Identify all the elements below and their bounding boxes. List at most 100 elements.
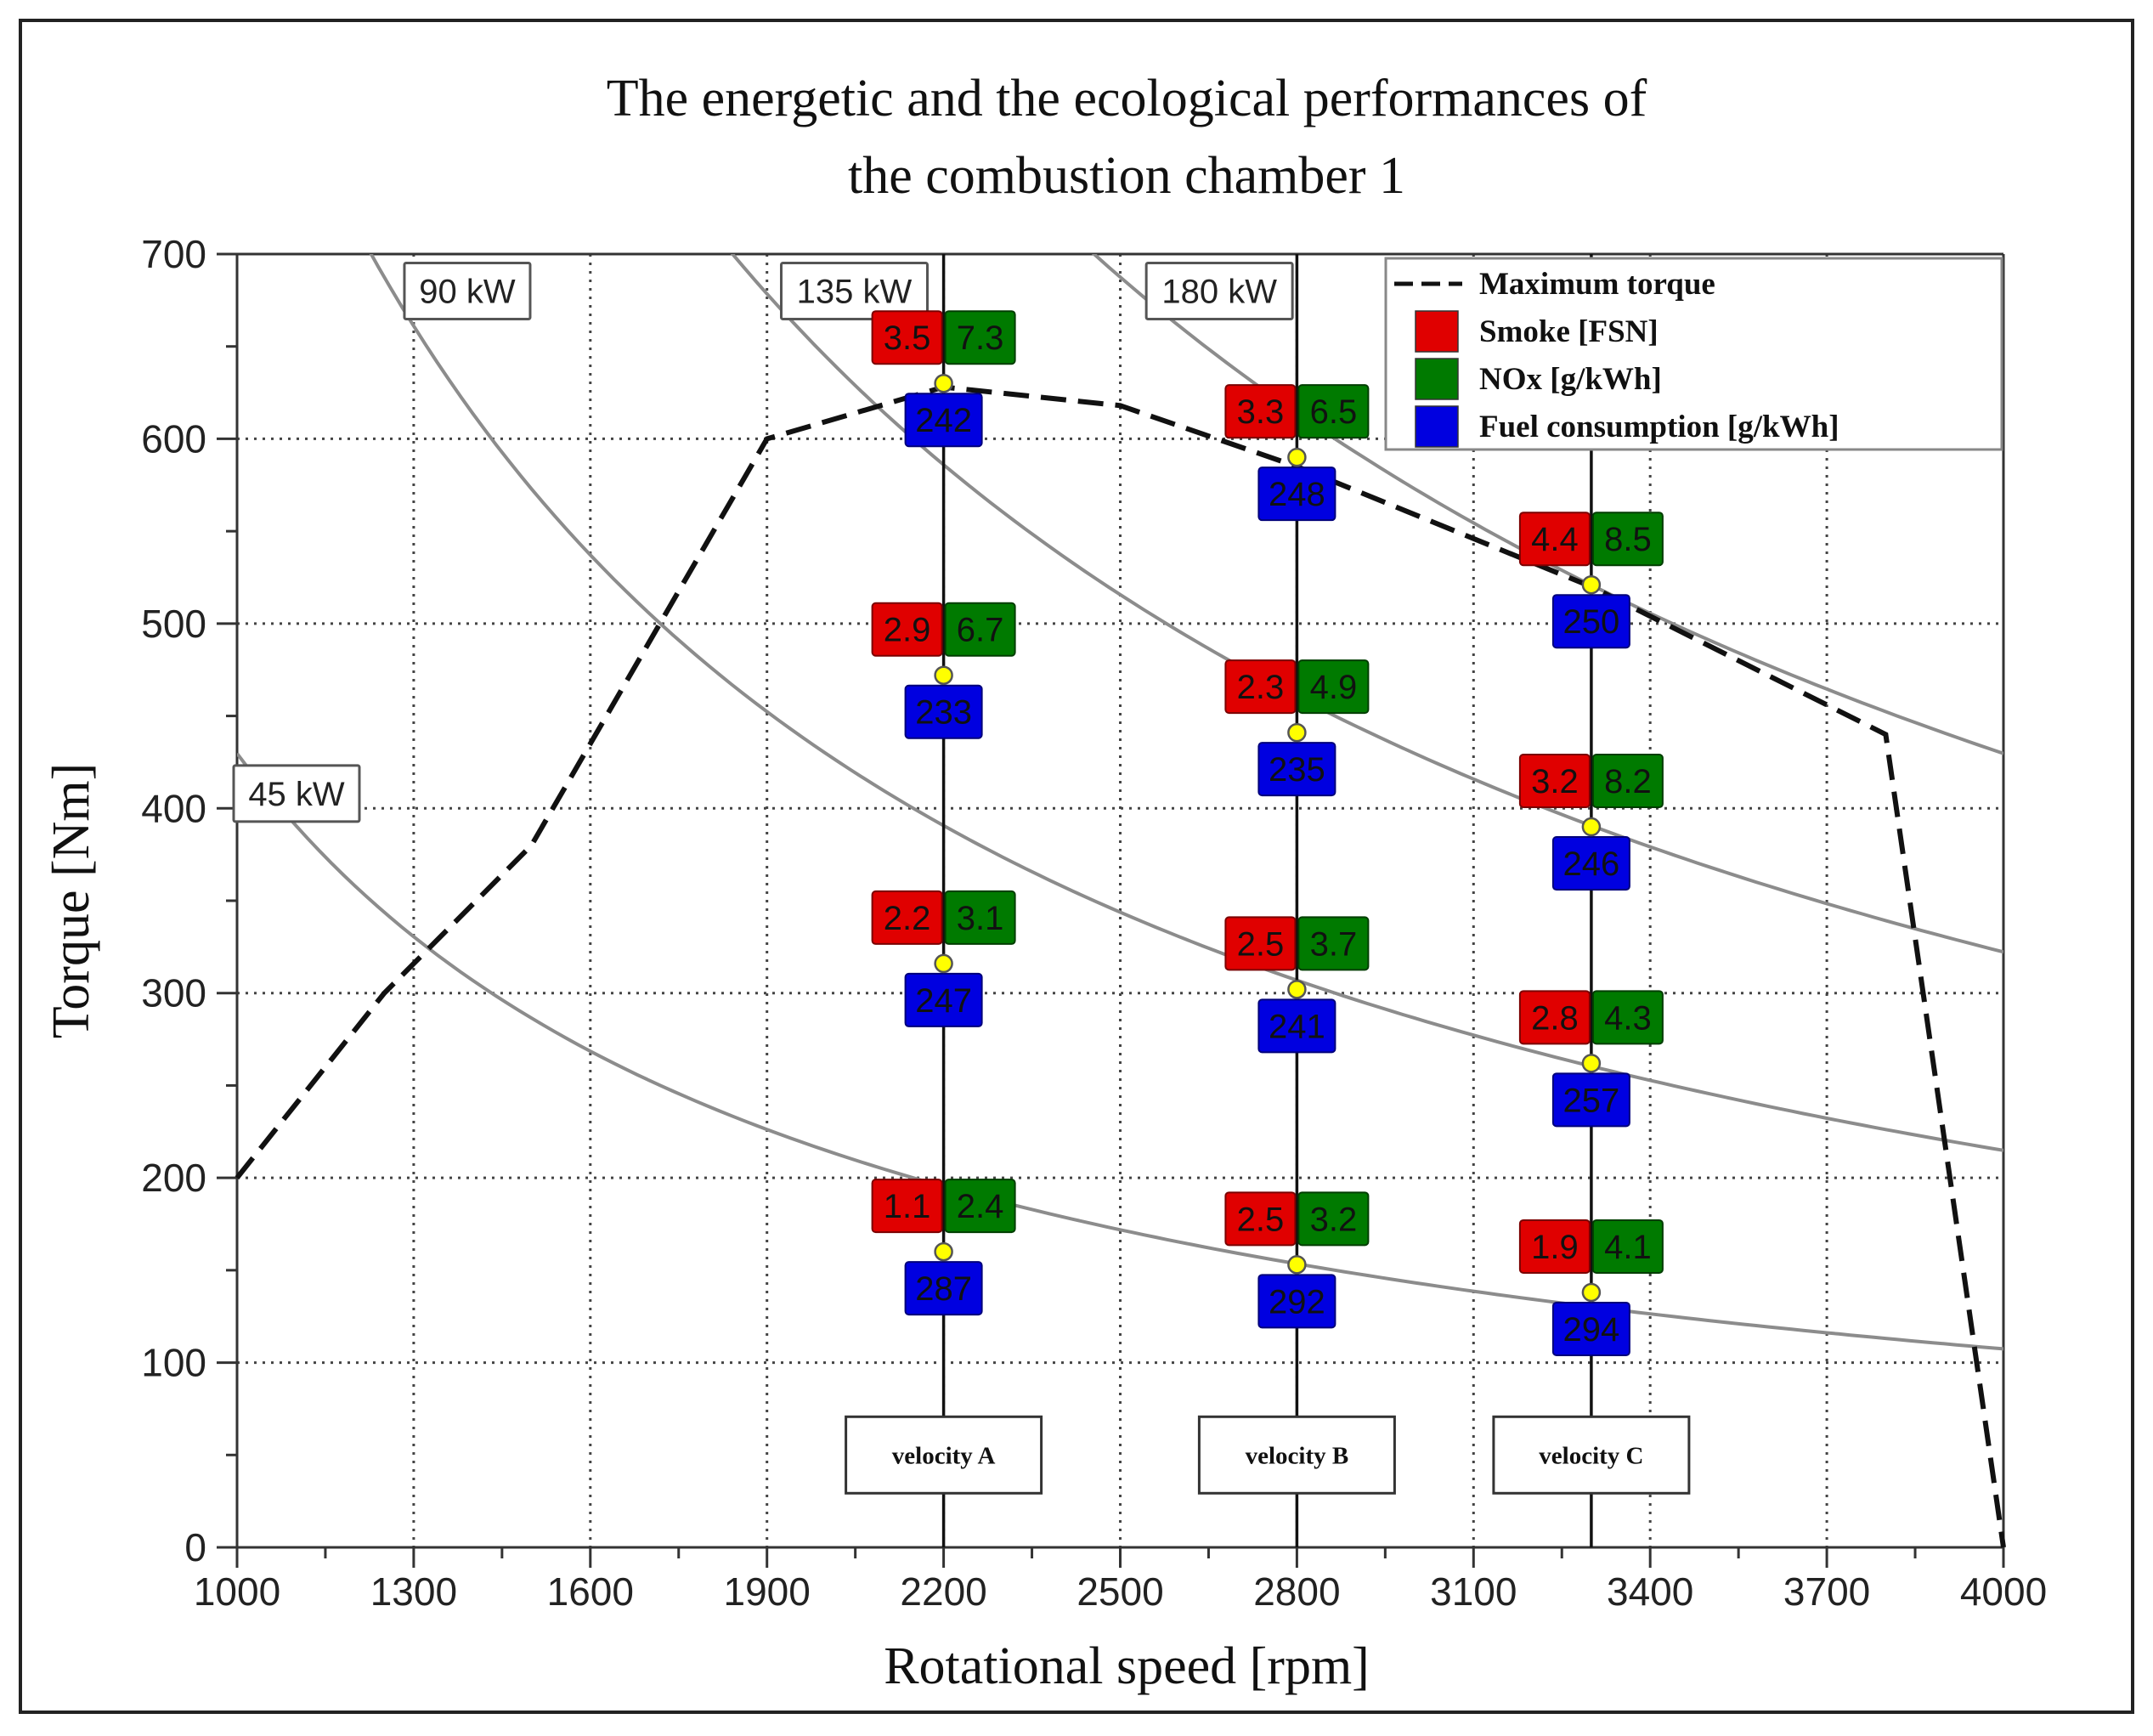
velocity-label: velocity C [1492, 1415, 1691, 1495]
velocity-label-box [1492, 1415, 1691, 1495]
legend-color-symbol [1415, 358, 1459, 400]
nox-value-box [1591, 754, 1664, 809]
smoke-value-box [1224, 916, 1297, 971]
smoke-value-box [1518, 512, 1591, 567]
operating-point: 4.4 8.5 250 [1518, 512, 1664, 649]
smoke-value: 1.1 [884, 1188, 931, 1225]
legend-label: Maximum torque [1479, 267, 1715, 302]
operating-point-marker [934, 1241, 953, 1262]
fuel-value-box [904, 1261, 983, 1316]
smoke-value: 2.3 [1237, 669, 1285, 706]
operating-point-marker [934, 373, 953, 393]
chart-title-line: The energetic and the ecological perform… [607, 70, 1647, 127]
power-curve-line [1091, 254, 2003, 755]
power-curve-label: 135 kW [779, 261, 929, 320]
nox-value-box [1297, 916, 1370, 971]
fuel-value-box [904, 393, 983, 448]
operating-point-marker [1287, 980, 1307, 999]
power-label-box [232, 764, 361, 823]
nox-value: 4.3 [1604, 999, 1652, 1037]
fuel-value-box [1257, 467, 1336, 522]
smoke-value-box [1224, 384, 1297, 439]
smoke-value: 3.3 [1237, 393, 1285, 431]
legend-label: Fuel consumption [g/kWh] [1479, 410, 1839, 444]
fuel-value: 292 [1269, 1283, 1325, 1320]
operating-point: 3.5 7.3 242 [871, 310, 1016, 448]
nox-value: 2.4 [957, 1188, 1004, 1225]
y-tick-label: 100 [141, 1341, 206, 1385]
velocity-label-text: velocity A [892, 1442, 996, 1469]
smoke-value: 2.9 [884, 612, 931, 649]
smoke-value: 4.4 [1531, 521, 1579, 558]
nox-value-box [1591, 512, 1664, 567]
nox-value: 4.1 [1604, 1229, 1652, 1266]
operating-point-marker [1581, 1054, 1602, 1073]
legend: Maximum torque Smoke [FSN] NOx [g/kWh] Fuel… [1384, 257, 2003, 451]
nox-value-box [944, 890, 1016, 945]
velocity-label: velocity B [1197, 1415, 1396, 1495]
operating-point: 2.9 6.7 233 [871, 602, 1016, 739]
power-curve-label: 90 kW [403, 261, 532, 320]
velocity-label-box [1197, 1415, 1396, 1495]
y-tick-label: 400 [141, 786, 206, 830]
nox-value: 6.5 [1310, 393, 1358, 431]
y-tick-label: 600 [141, 416, 206, 461]
operating-point: 2.8 4.3 257 [1518, 990, 1664, 1128]
operating-point: 3.3 6.5 248 [1224, 384, 1370, 522]
x-tick-label: 3100 [1430, 1569, 1517, 1614]
x-tick-label: 1900 [724, 1569, 811, 1614]
fuel-value-box [1257, 1274, 1336, 1329]
fuel-value-box [1551, 1072, 1630, 1128]
smoke-value: 2.5 [1237, 1201, 1285, 1238]
smoke-value-box [1224, 659, 1297, 715]
velocity-label-text: velocity B [1246, 1442, 1349, 1469]
power-label-box [403, 261, 532, 320]
nox-value: 8.5 [1604, 521, 1652, 558]
smoke-value: 2.5 [1237, 925, 1285, 963]
nox-value-box [1297, 659, 1370, 715]
nox-value-box [944, 310, 1016, 365]
fuel-value-box [904, 684, 983, 739]
nox-value-box [1591, 1219, 1664, 1274]
maximum-torque-line [235, 384, 2006, 1548]
smoke-value-box [1518, 1219, 1591, 1274]
operating-point-marker [1581, 1282, 1602, 1303]
fuel-value: 257 [1563, 1082, 1620, 1119]
velocity-label-text: velocity C [1539, 1442, 1643, 1469]
nox-value: 4.9 [1310, 669, 1358, 706]
fuel-value: 294 [1563, 1311, 1620, 1349]
nox-value: 3.7 [1310, 925, 1358, 963]
operating-point: 2.2 3.1 247 [871, 890, 1016, 1027]
legend-box [1384, 257, 2003, 451]
x-axis-title: Rotational speed [rpm] [884, 1637, 1370, 1695]
operating-point: 2.3 4.9 235 [1224, 659, 1370, 797]
x-tick-label: 4000 [1960, 1569, 2047, 1614]
smoke-value-box [871, 602, 943, 657]
operating-point-marker [1581, 817, 1602, 837]
operating-point-marker [1287, 447, 1307, 467]
power-label-box [1144, 261, 1294, 320]
operating-point: 1.1 2.4 287 [871, 1179, 1016, 1316]
smoke-value: 2.2 [884, 900, 931, 937]
smoke-value: 1.9 [1531, 1229, 1579, 1266]
figure-frame: 1000 1300 1600 1900 2200 2500 2800 3100 3400 3700… [19, 19, 2134, 1714]
fuel-value-box [1551, 1301, 1630, 1356]
fuel-value: 242 [915, 402, 972, 439]
nox-value: 6.7 [957, 612, 1004, 649]
x-tick-label: 3700 [1783, 1569, 1870, 1614]
fuel-value: 233 [915, 694, 972, 732]
smoke-value: 3.5 [884, 319, 931, 357]
x-tick-label: 1600 [547, 1569, 634, 1614]
power-curve-label: 45 kW [232, 764, 361, 823]
operating-point: 3.2 8.2 246 [1518, 754, 1664, 891]
fuel-value: 241 [1269, 1008, 1325, 1045]
operating-point-marker [934, 953, 953, 974]
nox-value: 7.3 [957, 319, 1004, 357]
fuel-value-box [1551, 836, 1630, 891]
legend-color-symbol [1415, 405, 1459, 448]
nox-value-box [1297, 1191, 1370, 1247]
y-tick-label: 500 [141, 602, 206, 646]
operating-point-marker [1287, 1255, 1307, 1275]
operating-point: 1.9 4.1 294 [1518, 1219, 1664, 1356]
power-curve-line [369, 254, 2003, 1152]
